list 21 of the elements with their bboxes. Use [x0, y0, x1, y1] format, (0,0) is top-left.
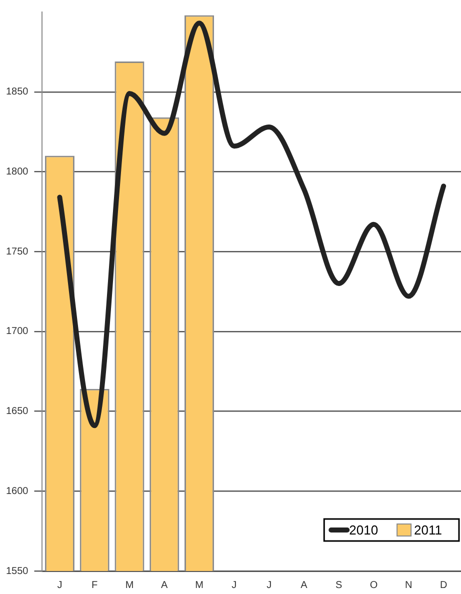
y-tick-label: 1700 [6, 326, 29, 338]
y-tick-label: 1850 [6, 86, 29, 98]
y-tick-label: 1600 [6, 486, 29, 497]
y-tick-label: 1800 [6, 166, 29, 178]
legend-label: 2011 [414, 522, 442, 538]
x-tick-label: J [232, 580, 237, 591]
x-tick-label: N [405, 580, 412, 591]
x-tick-label: M [195, 580, 204, 591]
x-tick-label: D [440, 580, 448, 591]
x-tick-label: F [92, 580, 98, 591]
x-tick-label: J [266, 580, 272, 591]
x-tick-label: M [125, 580, 134, 591]
y-tick-label: 1550 [6, 566, 29, 577]
x-tick-label: O [370, 580, 378, 591]
x-tick-label: S [336, 580, 343, 591]
x-tick-label: J [57, 580, 62, 591]
y-tick-label: 1750 [6, 246, 29, 258]
legend-label: 2010 [349, 522, 378, 538]
x-tick-label: A [300, 580, 308, 591]
y-tick-label: 1650 [6, 406, 29, 418]
x-tick-label: A [161, 580, 168, 591]
